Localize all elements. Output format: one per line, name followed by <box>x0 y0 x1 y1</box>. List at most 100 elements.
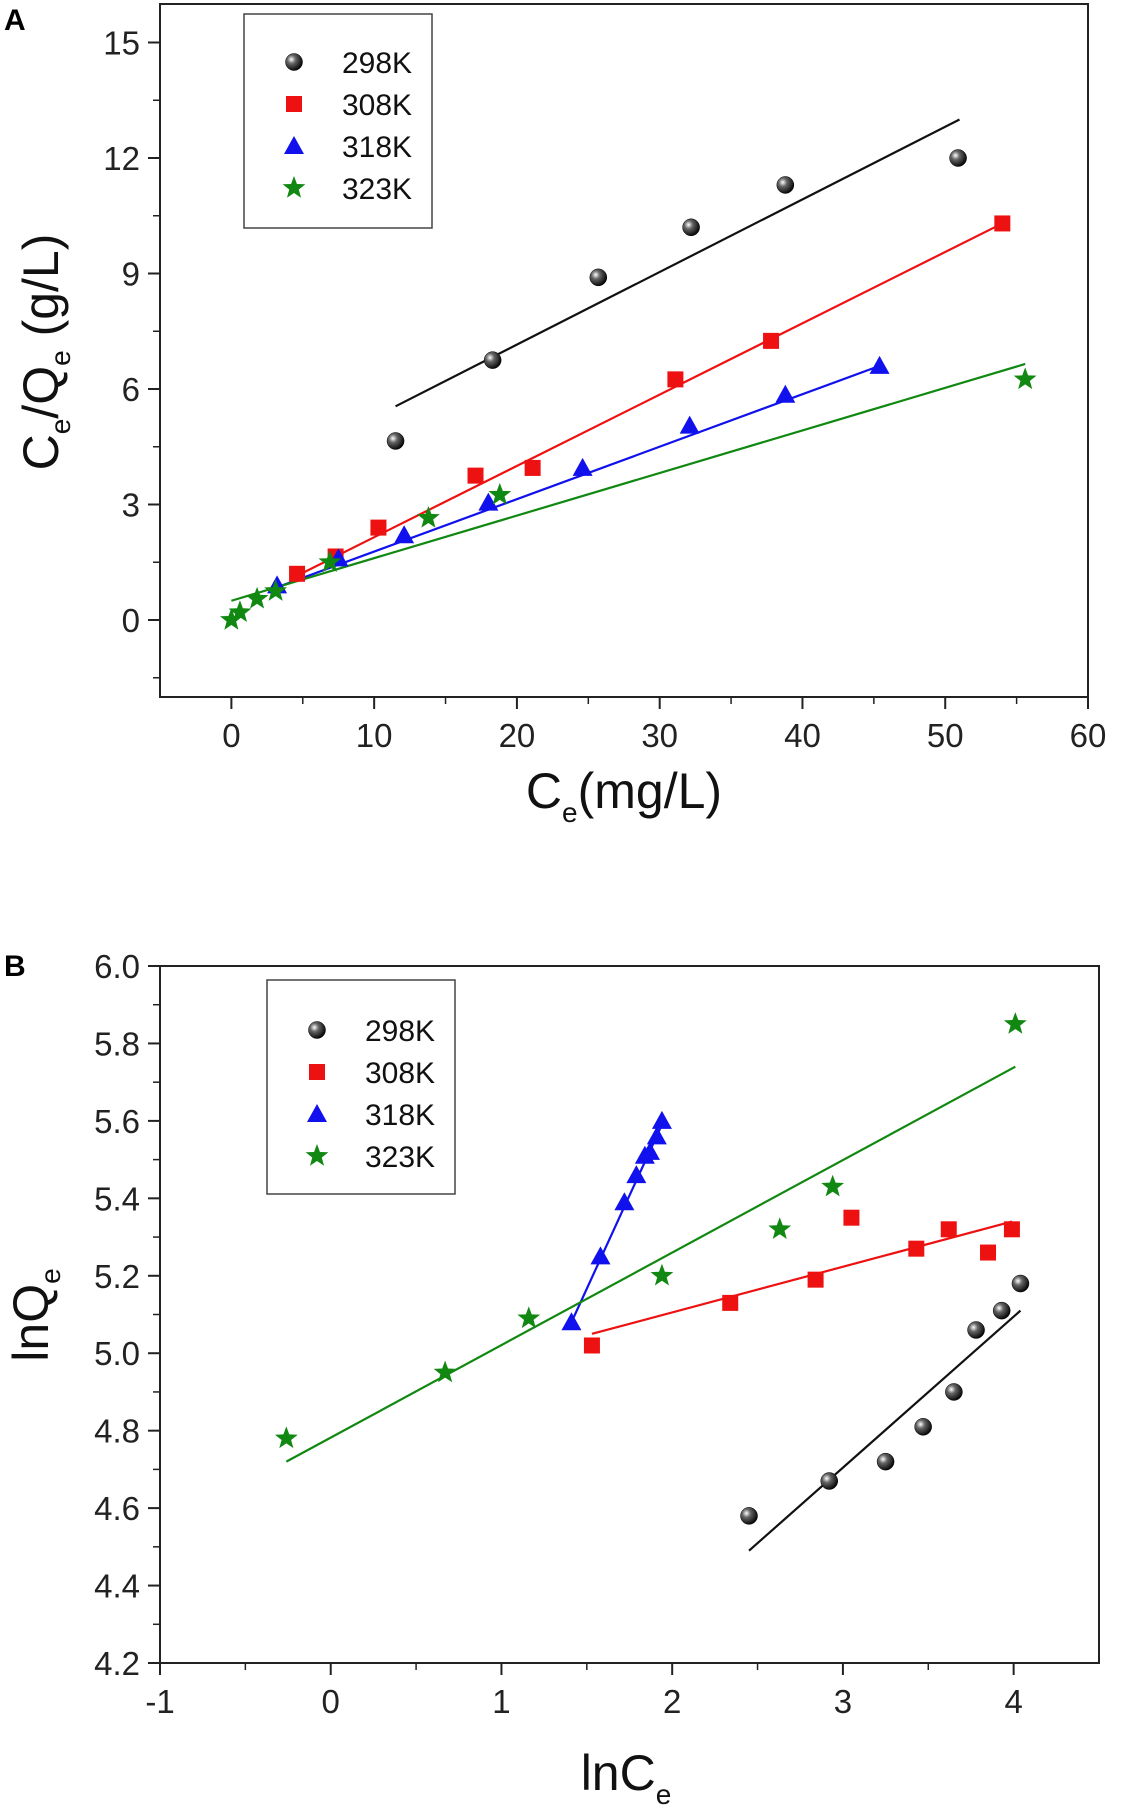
panel-a-point-318k-4 <box>572 457 593 476</box>
panel-a-xlabel-rest: (mg/L) <box>578 763 722 819</box>
panel-b-point-298k-2 <box>876 1452 895 1471</box>
panel-b-point-318k-3 <box>626 1165 647 1184</box>
panel-a-xtick-label-2: 20 <box>499 717 536 754</box>
panel-a-legend-marker-308k <box>286 96 302 112</box>
panel-a-point-298k-1 <box>483 351 502 369</box>
panel-b-point-318k-7 <box>651 1110 672 1129</box>
panel-b-point-323k-2 <box>517 1306 541 1329</box>
panel-b-point-308k-4 <box>908 1240 925 1257</box>
panel-b-ytick-label-7: 5.6 <box>94 1103 140 1140</box>
panel-b-xtick-label-3: 2 <box>663 1683 681 1720</box>
panel-a-label: A <box>4 4 26 37</box>
panel-b-xtick-label-1: 0 <box>322 1683 340 1720</box>
panel-a-legend-label-318k: 318K <box>342 131 412 164</box>
panel-b-fit-line-308k <box>591 1220 1013 1335</box>
panel-b-ytick-label-1: 4.4 <box>94 1568 140 1605</box>
panel-a-point-298k-2 <box>589 268 608 287</box>
panel-b-ytick-label-2: 4.6 <box>94 1490 140 1527</box>
panel-a-point-318k-3 <box>478 492 499 511</box>
panel-b-xtick-label-4: 3 <box>834 1683 852 1720</box>
panel-a-point-323k-4 <box>318 550 342 572</box>
panel-b-legend-label-318k: 318K <box>365 1099 435 1132</box>
panel-a-point-308k-7 <box>994 215 1011 232</box>
panel-b-point-298k-0 <box>740 1507 758 1525</box>
panel-b-ytick-label-3: 4.8 <box>94 1413 140 1450</box>
panel-b-ytick-label-5: 5.2 <box>94 1258 140 1295</box>
panel-b-xtick-label-0: -1 <box>145 1683 174 1720</box>
panel-a-xlabel: Ce(mg/L) <box>526 763 722 828</box>
panel-a-point-298k-3 <box>682 218 700 237</box>
panel-b-legend-marker-308k <box>309 1064 325 1080</box>
panel-a-point-323k-7 <box>1013 367 1037 390</box>
panel-b-ylabel: lnQe <box>3 1268 66 1361</box>
panel-b-legend-marker-298k <box>308 1021 326 1039</box>
panel-a-point-323k-2 <box>245 586 269 609</box>
panel-a-point-318k-2 <box>394 525 415 544</box>
panel-b-point-308k-7 <box>1003 1221 1020 1238</box>
panel-a-point-308k-2 <box>370 519 387 536</box>
panel-b-legend-marker-318k <box>307 1104 327 1122</box>
panel-b-fit-line-298k <box>748 1309 1022 1552</box>
svg-text:Ce/Qe (g/L): Ce/Qe (g/L) <box>13 234 76 471</box>
panel-b-point-318k-1 <box>590 1246 611 1265</box>
panel-a-plot-frame <box>159 3 1089 698</box>
panel-b-point-323k-4 <box>768 1217 792 1240</box>
panel-a-legend-label-323k: 323K <box>342 173 412 206</box>
panel-a-point-308k-3 <box>467 467 484 484</box>
panel-b-legend-box <box>266 979 456 1195</box>
panel-b-ytick-label-9: 6.0 <box>94 948 140 985</box>
panel-b-point-308k-6 <box>980 1244 997 1261</box>
panel-b-legend: 298K 308K 318K 323K <box>266 979 456 1195</box>
panel-a-xtick-label-1: 10 <box>356 717 393 754</box>
panel-b-xlabel-sub: e <box>656 1779 672 1810</box>
panel-b-ytick-label-6: 5.4 <box>94 1180 140 1217</box>
panel-a-xlabel-sub: e <box>562 797 578 828</box>
panel-a-ylabel-mid: /Q <box>13 366 69 419</box>
panel-a-ylabel: Ce/Qe (g/L) <box>13 234 76 471</box>
panel-b-xlabel-main: lnC <box>581 1745 656 1801</box>
panel-b-point-298k-5 <box>967 1321 985 1339</box>
panel-a-ytick-label-1: 3 <box>122 487 140 524</box>
panel-a-xtick-label-5: 50 <box>927 717 964 754</box>
panel-a-fit-line-318k <box>276 364 880 589</box>
panel-b-point-318k-5 <box>639 1141 660 1160</box>
panel-a-point-298k-4 <box>776 176 795 194</box>
panel-b-ylabel-sub: e <box>35 1268 66 1284</box>
panel-a-ylabel-sub1: e <box>45 419 76 435</box>
panel-a-xtick-label-0: 0 <box>222 717 240 754</box>
panel-a-ytick-label-2: 6 <box>122 371 140 408</box>
panel-b-point-323k-1 <box>433 1360 457 1383</box>
panel-a-legend-box <box>243 13 433 229</box>
panel-a-legend-marker-323k <box>282 176 306 198</box>
panel-a-point-323k-1 <box>228 600 252 623</box>
panel-a-xtick-label-6: 60 <box>1070 717 1107 754</box>
panel-b-point-298k-4 <box>945 1383 963 1401</box>
panel-a-ylabel-sub2: e <box>45 350 76 366</box>
panel-b-point-323k-3 <box>650 1263 674 1286</box>
panel-a-point-298k-0 <box>386 432 405 450</box>
panel-b-ytick-label-4: 5.0 <box>94 1335 140 1372</box>
panel-a-point-323k-5 <box>416 505 440 528</box>
panel-a-point-323k-0 <box>219 608 243 630</box>
panel-b-ytick-label-0: 4.2 <box>94 1645 140 1682</box>
panel-a-point-318k-5 <box>679 415 700 434</box>
panel-b-legend-label-298k: 298K <box>365 1015 435 1048</box>
panel-b-point-323k-0 <box>274 1426 298 1449</box>
panel-a-ylabel-rest: (g/L) <box>13 234 69 351</box>
panel-b-legend-label-323k: 323K <box>365 1141 435 1174</box>
panel-b-point-298k-7 <box>1011 1274 1030 1293</box>
panel-b-point-318k-6 <box>646 1126 667 1145</box>
panel-a-point-308k-0 <box>289 565 306 582</box>
panel-a-legend-marker-298k <box>285 53 303 71</box>
panel-a-point-323k-6 <box>488 482 512 505</box>
panel-a-point-318k-7 <box>869 355 890 374</box>
panel-b-point-298k-1 <box>820 1472 839 1490</box>
panel-a-ytick-label-3: 9 <box>122 256 140 293</box>
panel-b-xlabel: lnCe <box>581 1745 672 1810</box>
panel-a-legend-label-298k: 298K <box>342 47 412 80</box>
panel-b-legend-marker-323k <box>305 1144 329 1166</box>
panel-a-ytick-label-4: 12 <box>103 140 140 177</box>
panel-b-point-318k-0 <box>561 1312 582 1331</box>
